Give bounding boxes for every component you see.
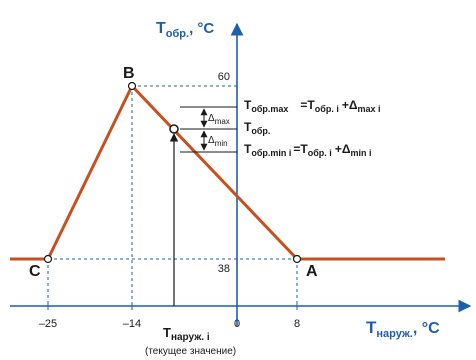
y-axis-title: Tобр., °C [156,20,214,40]
equation-current: Tобр. [244,120,270,136]
x-tick-8: 8 [294,318,300,330]
x-tick-minus25: –25 [39,318,57,330]
point-b-label: B [123,65,135,82]
current-outdoor-temp-label: Tнаруж. i [163,325,210,343]
point-c-marker [43,254,53,264]
equation-min: Tобр.min i =Tобр. i +Δmin i [244,142,371,158]
point-a-label: A [306,263,318,280]
x-axis-title: Tнаруж., °C [366,318,440,340]
guide-lines [47,85,298,306]
y-tick-60: 60 [218,71,230,83]
x-tick-minus14: –14 [123,318,141,330]
delta-min-label: Δmin [208,135,228,148]
y-tick-38: 38 [218,263,230,275]
current-value-note: (текущее значение) [145,346,236,357]
point-a-marker [292,254,302,264]
current-point-marker [169,124,179,134]
point-b-marker [127,81,137,91]
point-c-label: C [29,263,41,280]
equation-max: Tобр.max =Tобр. i +Δmax i [244,98,380,114]
x-tick-marks [47,302,298,310]
x-tick-0: 0 [234,318,240,330]
delta-band [180,106,237,153]
delta-max-label: Δmax [208,113,230,126]
